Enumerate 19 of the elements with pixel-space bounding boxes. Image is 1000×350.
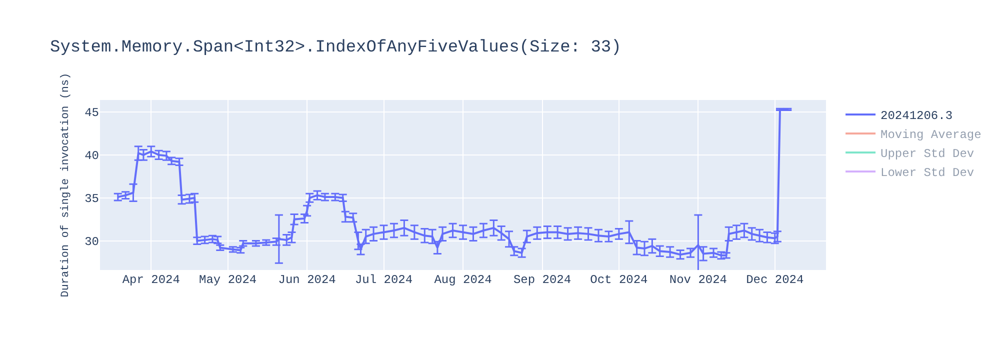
x-tick-label: Sep 2024 <box>513 273 572 287</box>
y-tick-label: 35 <box>84 192 99 206</box>
legend-label: Moving Average <box>880 128 982 142</box>
x-tick-label: Apr 2024 <box>122 273 180 287</box>
x-tick-label: Aug 2024 <box>434 273 492 287</box>
chart-title: System.Memory.Span<Int32>.IndexOfAnyFiveValues(Size: 33) <box>50 38 622 58</box>
legend-label: Upper Std Dev <box>880 147 974 162</box>
x-tick-label: Jul 2024 <box>354 273 413 287</box>
legend-label: Lower Std Dev <box>880 166 974 180</box>
x-tick-label: Nov 2024 <box>669 273 727 287</box>
x-tick-label: Jun 2024 <box>278 273 336 287</box>
y-tick-label: 30 <box>84 235 99 250</box>
x-tick-label: Dec 2024 <box>746 273 804 287</box>
y-tick-label: 45 <box>84 106 99 120</box>
x-tick-label: May 2024 <box>199 273 257 287</box>
y-axis-title: Duration of single invocation (ns) <box>60 72 72 298</box>
x-tick-label: Oct 2024 <box>590 273 648 287</box>
legend-label: 20241206.3 <box>880 109 953 124</box>
y-tick-label: 40 <box>84 149 99 164</box>
